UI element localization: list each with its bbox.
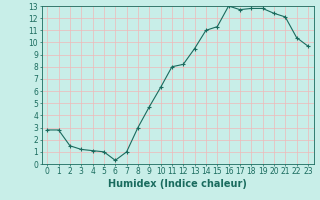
X-axis label: Humidex (Indice chaleur): Humidex (Indice chaleur) <box>108 179 247 189</box>
